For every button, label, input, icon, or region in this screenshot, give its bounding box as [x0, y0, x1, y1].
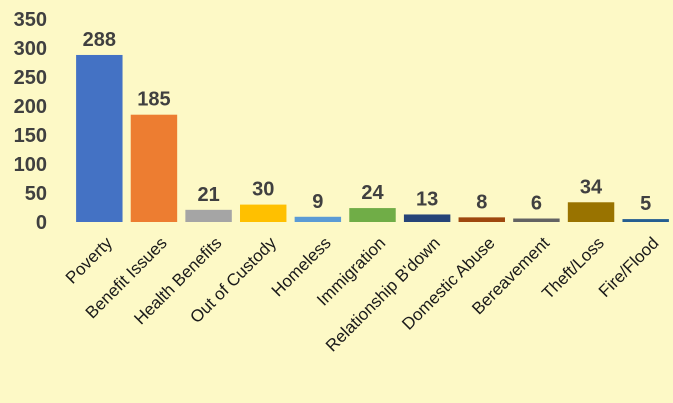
bar — [185, 209, 232, 222]
bar — [294, 216, 342, 222]
bar-value-label: 5 — [640, 193, 651, 215]
bar — [403, 214, 451, 222]
x-tick-label: Fire/Flood — [595, 233, 663, 301]
y-tick-label: 150 — [14, 125, 47, 147]
bar-value-label: 9 — [312, 191, 323, 213]
bar — [349, 208, 396, 222]
y-axis: 0 50 100 150 200 250 300 350 — [14, 9, 47, 234]
y-tick-label: 100 — [14, 154, 47, 176]
y-tick-label: 300 — [14, 38, 47, 60]
bar — [622, 219, 669, 222]
bar — [458, 217, 505, 222]
x-tick-label: Poverty — [62, 233, 117, 288]
bar-value-label: 34 — [580, 176, 603, 198]
bar — [130, 114, 178, 222]
bar-value-label: 30 — [252, 179, 274, 201]
bar-value-label: 6 — [531, 193, 542, 215]
bars — [76, 54, 669, 223]
bar — [567, 202, 615, 222]
data-labels: 288 185 21 30 9 24 13 8 6 34 5 — [83, 29, 652, 215]
y-tick-label: 250 — [14, 67, 47, 89]
bar-value-label: 288 — [83, 29, 116, 51]
y-tick-label: 200 — [14, 96, 47, 118]
y-tick-label: 350 — [14, 9, 47, 31]
bar — [76, 54, 123, 223]
bar-value-label: 24 — [361, 182, 384, 204]
y-tick-label: 0 — [36, 212, 47, 234]
y-tick-label: 50 — [25, 183, 47, 205]
x-tick-label: Domestic Abuse — [398, 233, 498, 333]
bar — [513, 218, 560, 222]
bar-value-label: 185 — [137, 89, 170, 111]
bar-value-label: 21 — [197, 184, 219, 206]
bar — [240, 204, 287, 222]
bar-value-label: 8 — [476, 191, 487, 213]
bar-value-label: 13 — [416, 188, 438, 210]
